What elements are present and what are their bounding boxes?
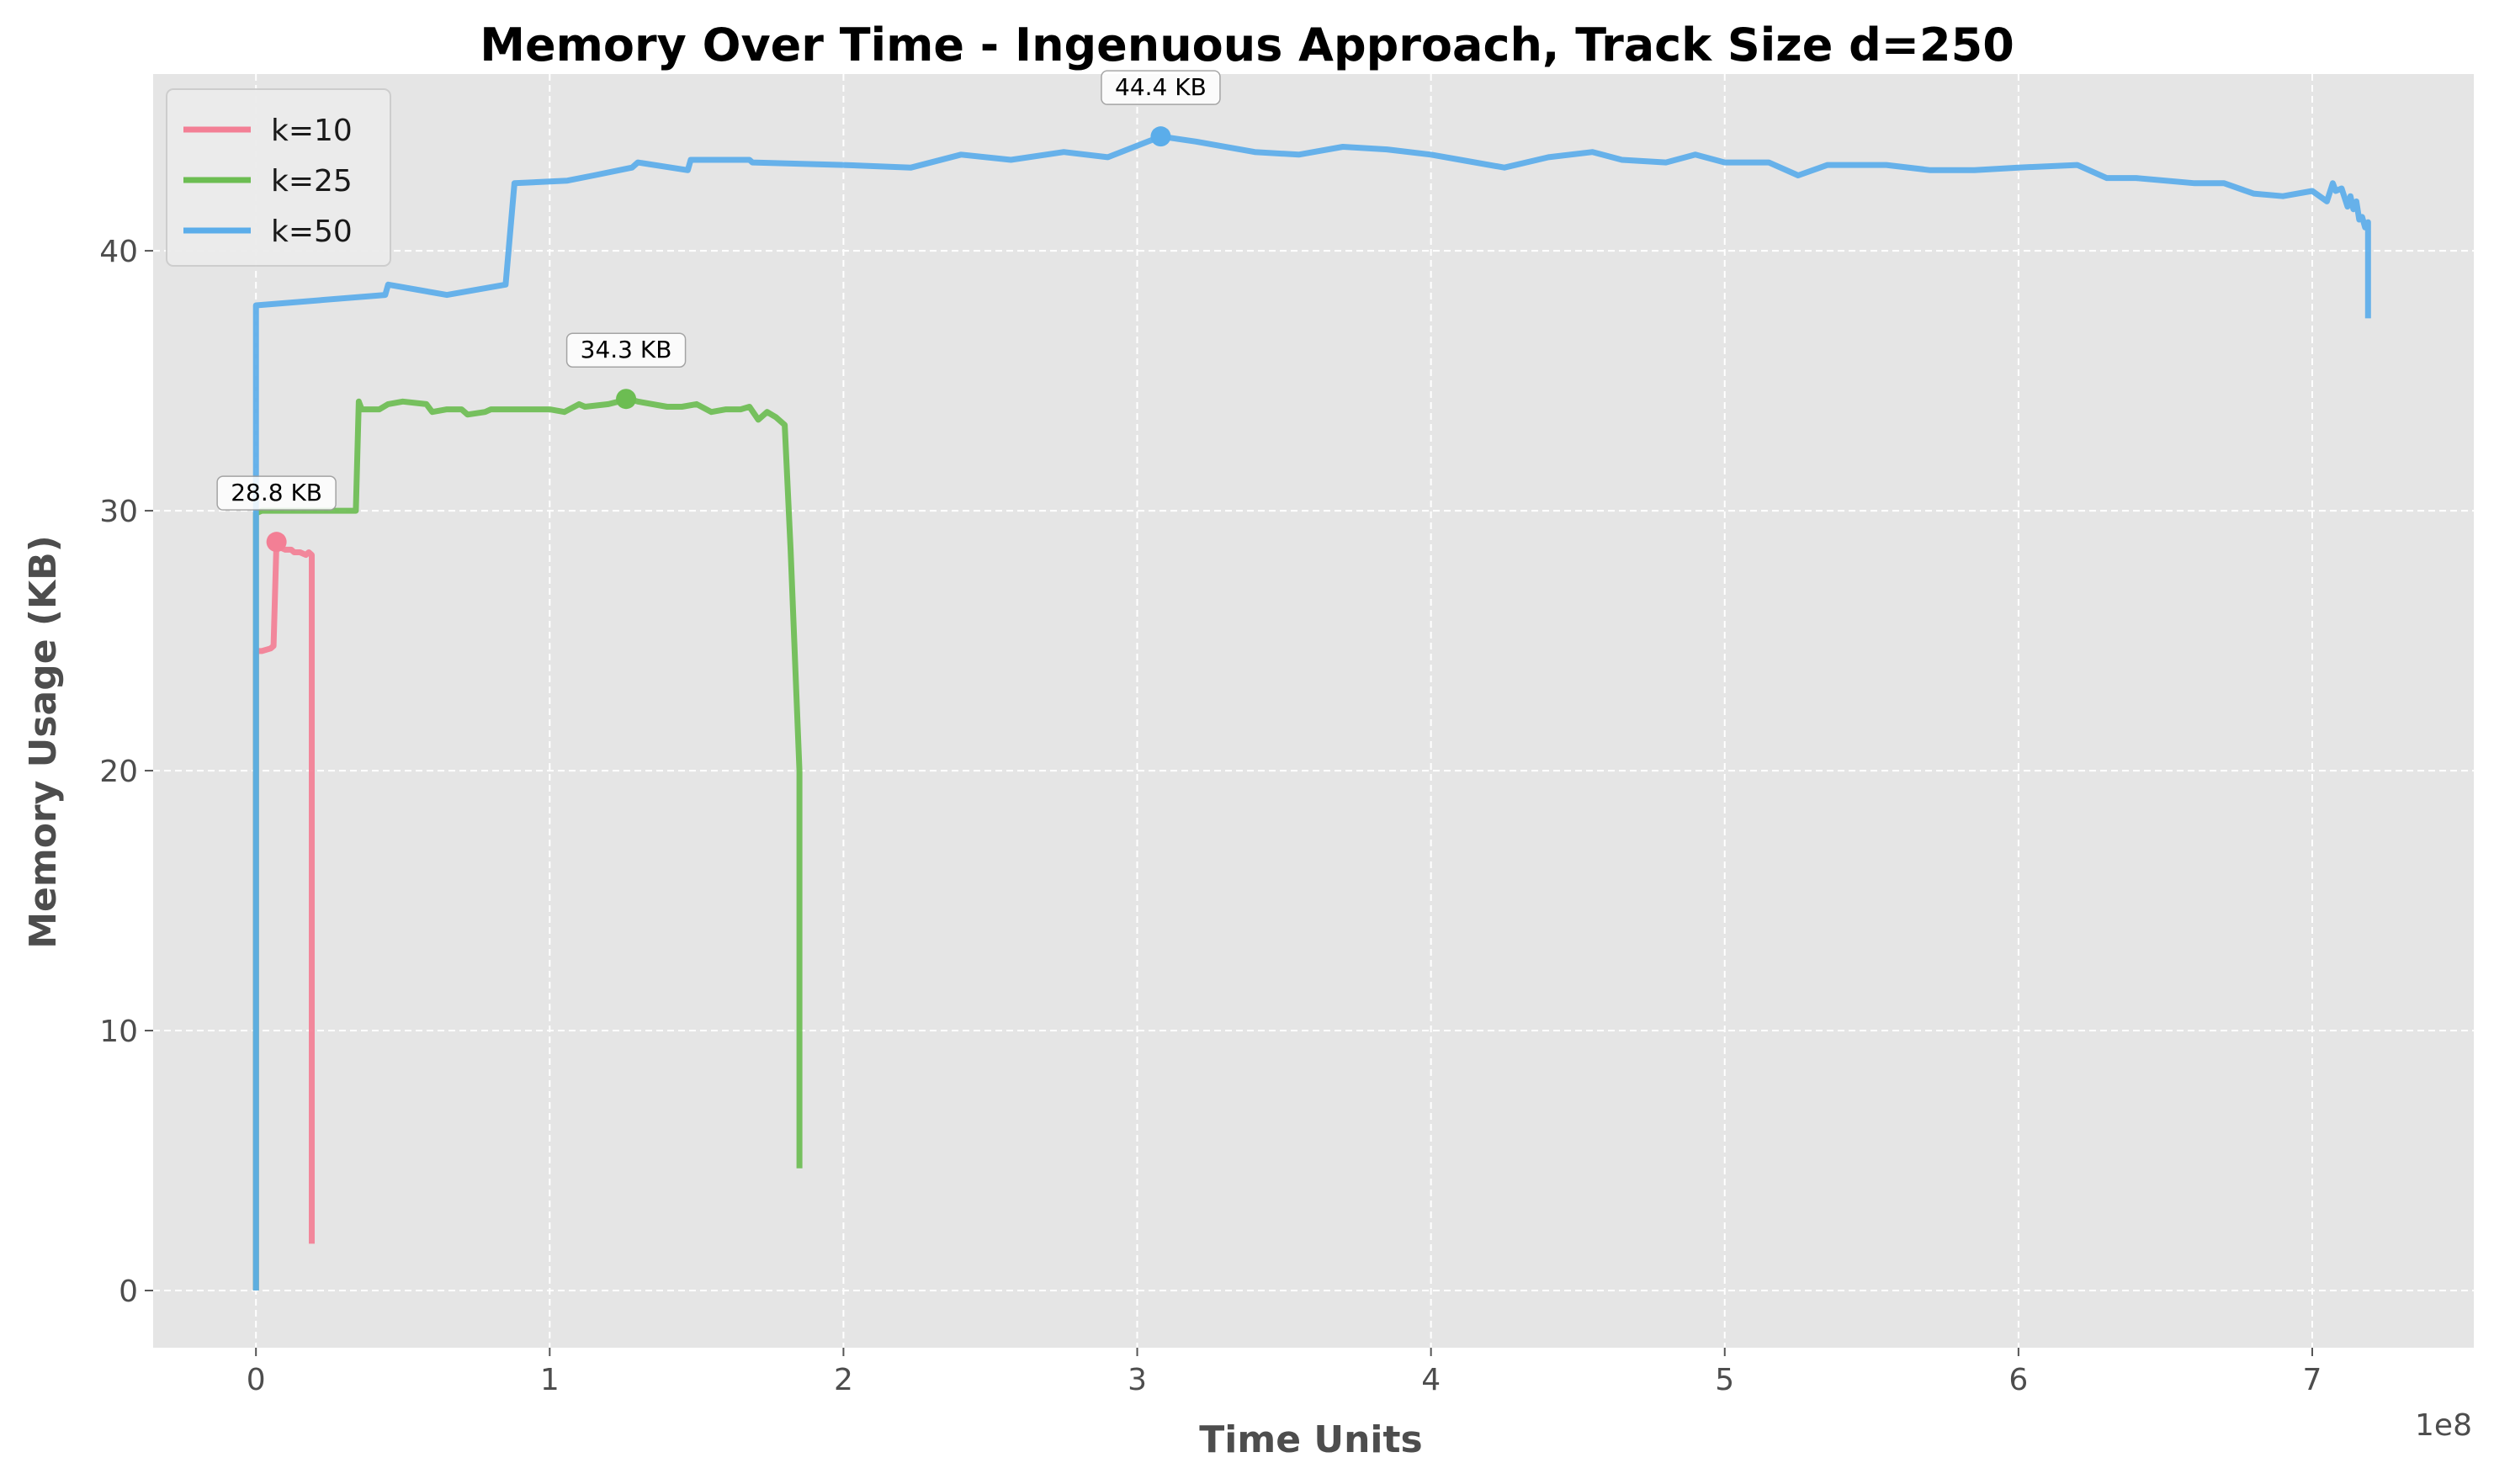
y-axis-label: Memory Usage (KB) — [22, 535, 65, 949]
legend-label-3: k=50 — [271, 215, 353, 249]
peak-marker-1 — [266, 532, 287, 553]
x-tick-label: 3 — [1128, 1363, 1147, 1397]
y-tick-label: 20 — [99, 755, 138, 789]
peak-label-2: 34.3 KB — [581, 336, 672, 363]
x-tick-label: 6 — [2008, 1363, 2028, 1397]
series-lines — [252, 133, 2371, 1291]
x-tick-label: 5 — [1715, 1363, 1734, 1397]
y-tick-label: 30 — [99, 495, 138, 529]
series-line-3 — [252, 133, 2371, 1291]
series-line-2 — [252, 395, 803, 1291]
peak-marker-2 — [616, 389, 637, 410]
legend-box — [166, 88, 391, 267]
x-tick-label: 1 — [540, 1363, 560, 1397]
y-tick-label: 40 — [99, 235, 138, 269]
peak-label-box-1 — [216, 475, 337, 511]
peak-label-box-3 — [1101, 70, 1221, 105]
peak-label-box-2 — [565, 332, 687, 368]
legend: k=10 k=25 k=50 — [166, 88, 391, 267]
peak-label-3: 44.4 KB — [1115, 73, 1207, 101]
peak-annotations: 28.8 KB 34.3 KB 44.4 KB — [216, 70, 1221, 553]
x-tick-label: 4 — [1421, 1363, 1441, 1397]
series-line-1 — [252, 538, 315, 1291]
x-tick-label: 7 — [2303, 1363, 2322, 1397]
legend-label-1: k=10 — [271, 114, 353, 148]
peak-label-1: 28.8 KB — [231, 479, 322, 506]
x-axis-scale-label: 1e8 — [2415, 1408, 2472, 1443]
chart-title: Memory Over Time - Ingenuous Approach, T… — [480, 19, 2014, 72]
grid — [153, 74, 2474, 1348]
peak-marker-3 — [1150, 126, 1171, 147]
x-tick-label: 2 — [834, 1363, 853, 1397]
plot-area — [153, 74, 2474, 1348]
legend-label-2: k=25 — [271, 164, 353, 199]
y-tick-label: 0 — [119, 1275, 138, 1309]
x-tick-label: 0 — [247, 1363, 266, 1397]
y-tick-label: 10 — [99, 1015, 138, 1049]
x-axis-label: Time Units — [1199, 1418, 1422, 1461]
axis-ticks: 0 1 2 3 4 5 6 7 0 10 20 30 40 — [99, 235, 2322, 1397]
